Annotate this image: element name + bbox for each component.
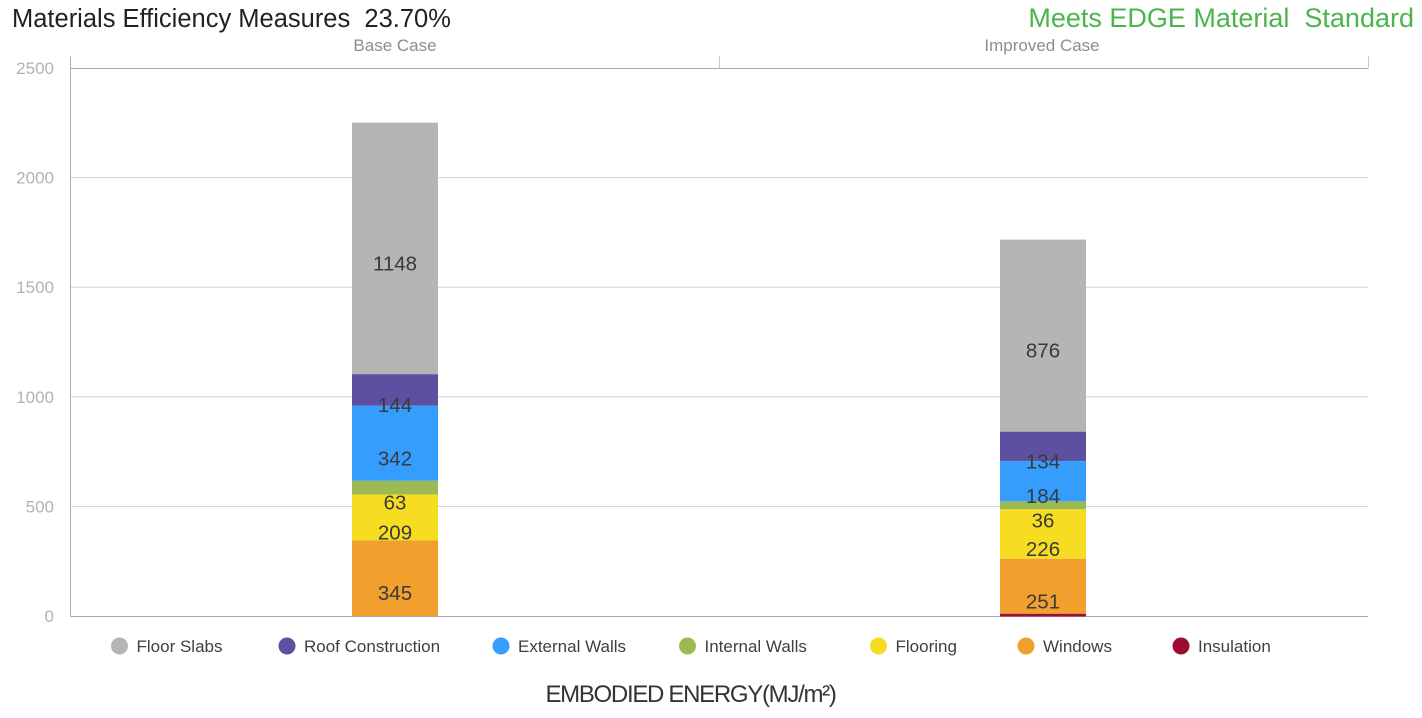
svg-text:184: 184 [1026,485,1060,508]
svg-text:134: 134 [1026,450,1060,473]
svg-text:345: 345 [378,582,412,605]
svg-text:Flooring: Flooring [896,637,957,656]
svg-text:209: 209 [378,522,412,545]
svg-text:2500: 2500 [16,59,54,78]
svg-text:Base Case: Base Case [353,36,436,55]
svg-text:226: 226 [1026,538,1060,561]
svg-text:2000: 2000 [16,169,54,188]
svg-text:1500: 1500 [16,278,54,297]
svg-text:36: 36 [1032,509,1055,532]
svg-text:342: 342 [378,447,412,470]
svg-text:144: 144 [378,394,412,417]
svg-text:1000: 1000 [16,388,54,407]
svg-text:Insulation: Insulation [1198,637,1271,656]
svg-text:Roof Construction: Roof Construction [304,637,440,656]
svg-text:63: 63 [384,492,407,515]
svg-text:EMBODIED ENERGY(MJ/m²): EMBODIED ENERGY(MJ/m²) [545,681,835,708]
svg-text:Floor Slabs: Floor Slabs [137,637,223,656]
svg-text:1148: 1148 [373,252,417,275]
svg-text:500: 500 [26,497,54,516]
svg-text:Improved Case: Improved Case [984,36,1099,55]
svg-text:0: 0 [45,607,54,626]
svg-text:Windows: Windows [1043,637,1112,656]
svg-text:External Walls: External Walls [518,637,626,656]
svg-text:251: 251 [1026,590,1060,613]
svg-text:Meets EDGE Material Standard: Meets EDGE Material Standard [1028,3,1414,33]
svg-text:Materials Efficiency Measures: Materials Efficiency Measures 23.70% [12,5,451,33]
svg-text:Internal Walls: Internal Walls [705,637,807,656]
svg-text:876: 876 [1026,340,1060,363]
